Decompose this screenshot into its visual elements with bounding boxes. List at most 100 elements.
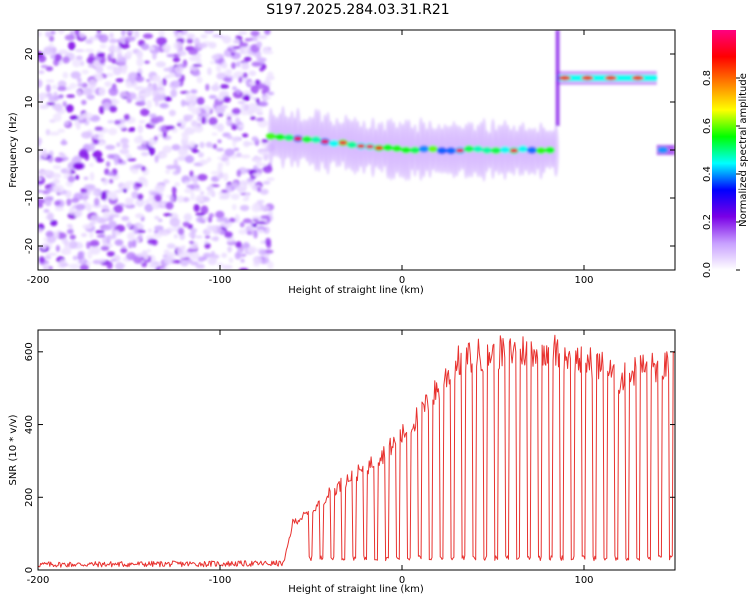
noise-blob: [81, 233, 88, 238]
noise-blob: [102, 235, 108, 245]
noise-blob: [189, 94, 196, 99]
noise-blob: [239, 221, 245, 228]
noise-blob: [163, 213, 173, 217]
noise-blob: [177, 246, 185, 256]
noise-blob: [262, 96, 272, 100]
noise-blob: [126, 232, 135, 240]
carrier-peak: [320, 139, 329, 144]
noise-blob: [242, 196, 249, 202]
colorbar-label: Normalized spectral amplitude: [738, 73, 749, 227]
noise-blob: [77, 82, 84, 87]
noise-blob: [187, 103, 196, 112]
noise-blob: [102, 210, 110, 220]
carrier-blob: [409, 146, 420, 154]
noise-blob: [184, 155, 195, 164]
noise-blob: [193, 37, 200, 46]
noise-blob: [147, 238, 157, 245]
noise-blob: [76, 77, 82, 83]
spectrogram-x-tick-label: 0: [399, 275, 405, 286]
noise-blob: [138, 233, 143, 240]
noise-blob: [121, 216, 130, 221]
noise-blob: [162, 44, 171, 52]
colorbar-tick-label: 0.6: [702, 118, 713, 134]
noise-blob: [133, 225, 138, 235]
carrier-blob: [310, 136, 321, 144]
noise-blob: [258, 205, 270, 211]
noise-blob: [40, 64, 49, 69]
noise-blob: [129, 127, 136, 132]
noise-blob: [141, 262, 148, 268]
noise-blob: [84, 48, 95, 53]
noise-blob: [211, 132, 218, 136]
noise-blob: [251, 215, 261, 220]
noise-blob: [109, 105, 118, 113]
spectrogram-y-tick-label: 0: [24, 147, 35, 153]
noise-blob: [222, 35, 232, 44]
noise-blob: [162, 77, 167, 87]
noise-blob: [165, 201, 174, 210]
noise-blob: [117, 124, 126, 129]
noise-blob: [114, 263, 126, 268]
noise-blob: [215, 147, 224, 152]
noise-blob: [69, 207, 75, 215]
noise-blob: [259, 67, 265, 72]
snr-x-tick-label: -100: [209, 575, 232, 586]
noise-blob: [66, 198, 72, 206]
noise-blob: [140, 43, 150, 51]
noise-blob: [180, 144, 189, 150]
noise-blob: [231, 136, 241, 143]
noise-blob: [110, 98, 117, 103]
noise-blob: [92, 138, 100, 145]
noise-blob: [64, 34, 76, 41]
noise-blob: [124, 197, 134, 206]
noise-blob: [74, 30, 80, 36]
noise-blob: [267, 211, 274, 216]
noise-blob: [227, 246, 233, 253]
noise-blob: [82, 192, 88, 202]
carrier-blob: [517, 145, 528, 153]
noise-blob: [231, 74, 240, 79]
noise-blob: [154, 225, 164, 231]
noise-blob: [79, 60, 85, 67]
noise-blob: [88, 79, 97, 88]
noise-blob: [46, 212, 54, 221]
noise-blob: [106, 234, 117, 240]
noise-blob: [81, 69, 89, 75]
noise-blob: [152, 233, 163, 239]
noise-blob: [165, 164, 176, 170]
noise-blob: [70, 71, 81, 79]
noise-blob: [220, 83, 229, 89]
noise-blob: [75, 48, 85, 53]
noise-blob: [250, 115, 256, 121]
noise-blob: [159, 103, 168, 109]
carrier-blob: [436, 147, 447, 155]
colorbar-ticks: 0.0 0.2 0.4 0.6 0.8: [702, 70, 740, 278]
carrier-blob: [283, 134, 294, 142]
noise-blob: [95, 157, 105, 163]
noise-blob: [133, 136, 144, 144]
noise-blob: [147, 228, 153, 233]
noise-blob: [219, 216, 229, 221]
noise-blob: [153, 230, 159, 234]
noise-blob: [163, 249, 170, 255]
noise-blob: [200, 33, 208, 39]
noise-blob: [190, 261, 199, 266]
spectrogram-y-tick-label: -10: [24, 190, 35, 206]
noise-blob: [205, 141, 213, 148]
noise-blob: [50, 30, 56, 35]
spectrogram-y-ticks: -20 -10 0 10 20: [24, 48, 675, 254]
noise-blob: [136, 224, 145, 228]
snr-chart: -200 -100 0 100 0 200 400 600 Height of straig…: [8, 329, 676, 595]
noise-blob: [219, 171, 224, 179]
noise-blob: [46, 92, 53, 98]
noise-blob: [68, 263, 80, 270]
noise-blob: [177, 227, 185, 236]
noise-blob: [106, 251, 116, 257]
noise-blob: [81, 131, 93, 139]
colorbar-gradient: [712, 30, 736, 270]
noise-blob: [173, 41, 183, 50]
figure-title: S197.2025.284.03.31.R21: [266, 2, 449, 18]
noise-blob: [193, 203, 200, 212]
noise-blob: [193, 124, 204, 133]
noise-blob: [262, 180, 271, 185]
